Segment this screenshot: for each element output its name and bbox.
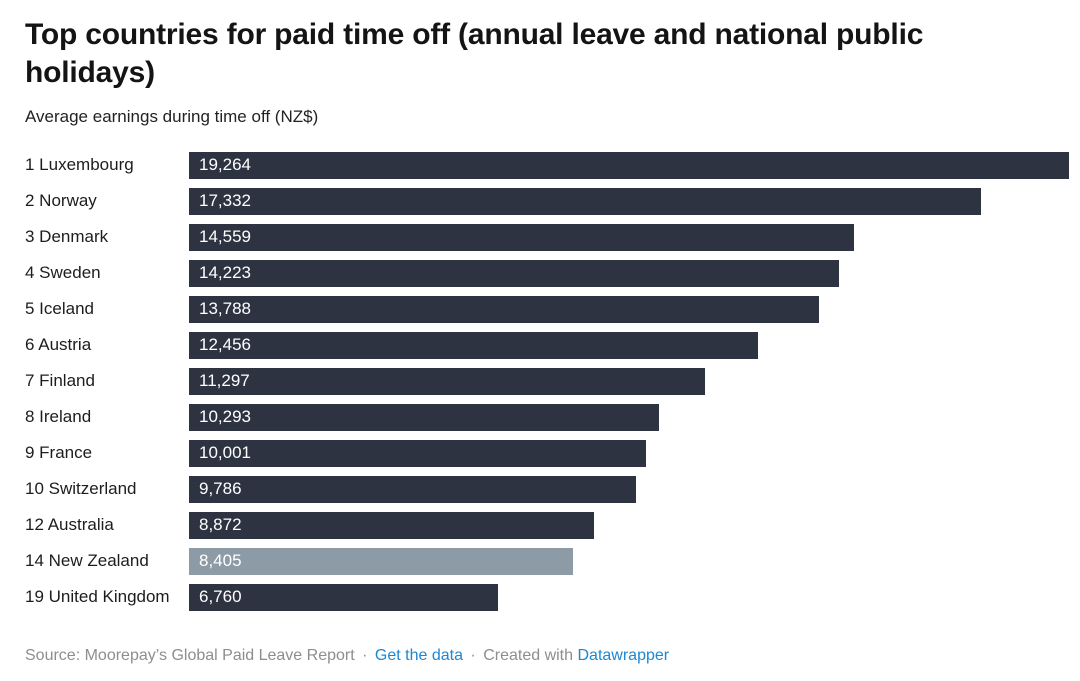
bar-track: 10,293 — [189, 403, 1069, 431]
bar-value-label: 13,788 — [199, 299, 251, 318]
datawrapper-link[interactable]: Datawrapper — [577, 647, 670, 664]
bar-row: 6 Austria 12,456 — [25, 327, 1069, 363]
bar-row: 10 Switzerland 9,786 — [25, 471, 1069, 507]
bar-row: 9 France 10,001 — [25, 435, 1069, 471]
bar: 14,559 — [189, 223, 855, 251]
bar: 12,456 — [189, 331, 758, 359]
bar-track: 10,001 — [189, 439, 1069, 467]
bar-track: 12,456 — [189, 331, 1069, 359]
bar: 19,264 — [189, 151, 1069, 179]
bar-value-label: 17,332 — [199, 191, 251, 210]
bar-track: 14,559 — [189, 223, 1069, 251]
category-label: 8 Ireland — [25, 407, 92, 426]
bar-value-label: 6,760 — [199, 587, 242, 606]
category-label: 3 Denmark — [25, 227, 109, 246]
category-label: 12 Australia — [25, 515, 114, 534]
bar-value-label: 19,264 — [199, 155, 251, 174]
bar: 9,786 — [189, 475, 637, 503]
bar: 8,405 — [189, 547, 573, 575]
bar-row: 2 Norway 17,332 — [25, 183, 1069, 219]
bar: 13,788 — [189, 295, 819, 323]
bar-track: 13,788 — [189, 295, 1069, 323]
category-label: 9 France — [25, 443, 93, 462]
created-with-text: Created with — [483, 647, 574, 664]
separator-dot: · — [470, 647, 476, 664]
bar-track: 14,223 — [189, 259, 1069, 287]
bar-value-label: 8,872 — [199, 515, 242, 534]
bar-track: 8,872 — [189, 511, 1069, 539]
bar-row: 7 Finland 11,297 — [25, 363, 1069, 399]
separator-dot: · — [362, 647, 368, 664]
bar-row: 19 United Kingdom 6,760 — [25, 579, 1069, 615]
bar-track: 11,297 — [189, 367, 1069, 395]
bar: 10,001 — [189, 439, 646, 467]
category-label: 19 United Kingdom — [25, 587, 170, 606]
bar-value-label: 9,786 — [199, 479, 242, 498]
category-label: 6 Austria — [25, 335, 92, 354]
bar: 17,332 — [189, 187, 981, 215]
category-label: 7 Finland — [25, 371, 95, 390]
bar-track: 6,760 — [189, 583, 1069, 611]
bar-row: 5 Iceland 13,788 — [25, 291, 1069, 327]
bar-value-label: 11,297 — [199, 371, 250, 390]
bar-value-label: 14,559 — [199, 227, 251, 246]
source-text: Source: Moorepay’s Global Paid Leave Rep… — [25, 647, 355, 664]
bar-track: 19,264 — [189, 151, 1069, 179]
chart-title: Top countries for paid time off (annual … — [25, 18, 924, 89]
bar-value-label: 10,293 — [199, 407, 251, 426]
bar-row: 3 Denmark 14,559 — [25, 219, 1069, 255]
bar-row: 12 Australia 8,872 — [25, 507, 1069, 543]
bar-track: 17,332 — [189, 187, 1069, 215]
bar-value-label: 12,456 — [199, 335, 251, 354]
bar: 10,293 — [189, 403, 660, 431]
category-label: 10 Switzerland — [25, 479, 137, 498]
bar: 11,297 — [189, 367, 706, 395]
bar-row: 8 Ireland 10,293 — [25, 399, 1069, 435]
bar-value-label: 10,001 — [199, 443, 251, 462]
bar-row: 1 Luxembourg 19,264 — [25, 147, 1069, 183]
bar-track: 9,786 — [189, 475, 1069, 503]
chart-subtitle: Average earnings during time off (NZ$) — [25, 107, 319, 126]
bar-chart: 1 Luxembourg 19,264 2 Norway 17,332 3 Denmar… — [25, 147, 1069, 615]
category-label: 1 Luxembourg — [25, 155, 134, 174]
category-label: 4 Sweden — [25, 263, 101, 282]
bar: 14,223 — [189, 259, 839, 287]
bar-row: 4 Sweden 14,223 — [25, 255, 1069, 291]
bar-value-label: 14,223 — [199, 263, 251, 282]
bar-value-label: 8,405 — [199, 551, 242, 570]
bar: 8,872 — [189, 511, 595, 539]
footer: Source: Moorepay’s Global Paid Leave Rep… — [25, 646, 1069, 666]
bar-row: 14 New Zealand 8,405 — [25, 543, 1069, 579]
category-label: 14 New Zealand — [25, 551, 149, 570]
bar-rows: 1 Luxembourg 19,264 2 Norway 17,332 3 Denmar… — [25, 147, 1069, 615]
get-the-data-link[interactable]: Get the data — [374, 647, 463, 664]
category-label: 2 Norway — [25, 191, 97, 210]
category-label: 5 Iceland — [25, 299, 94, 318]
bar: 6,760 — [189, 583, 498, 611]
bar-track: 8,405 — [189, 547, 1069, 575]
